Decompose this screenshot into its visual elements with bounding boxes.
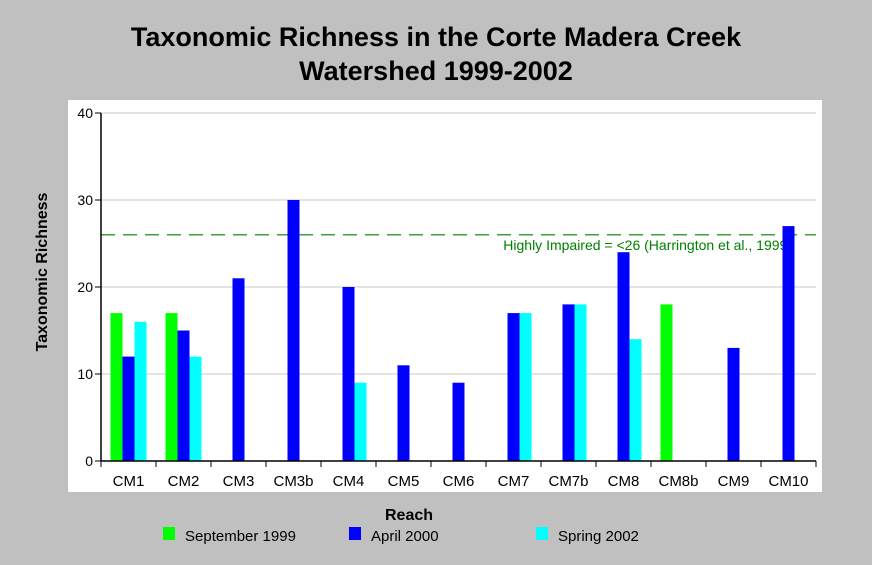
bar [519, 313, 532, 461]
bar [562, 304, 575, 461]
y-tick-label: 0 [85, 453, 93, 469]
x-tick-label: CM3b [273, 473, 313, 490]
bar [110, 313, 123, 461]
bar [165, 313, 178, 461]
legend-swatch [536, 527, 548, 540]
bar [189, 356, 202, 461]
bar [287, 200, 300, 461]
x-tick-label: CM8b [658, 473, 698, 490]
bars [110, 200, 795, 461]
x-tick-label: CM9 [718, 473, 750, 490]
bar [122, 356, 135, 461]
x-tick-label: CM7 [498, 473, 530, 490]
legend-swatch [163, 527, 175, 540]
bar [660, 304, 673, 461]
reference-line-group: Highly Impaired = <26 (Harrington et al.… [101, 234, 816, 253]
legend: September 1999 April 2000 Spring 2002 [163, 527, 639, 545]
x-tick-label: CM6 [443, 473, 475, 490]
chart-title-line-1: Taxonomic Richness in the Corte Madera C… [130, 22, 742, 52]
bar [617, 252, 630, 461]
bar [397, 365, 410, 461]
y-axis-label: Taxonomic Richness [34, 192, 51, 351]
bar [629, 339, 642, 461]
bar [782, 226, 795, 461]
bar [452, 382, 465, 461]
bar [727, 347, 740, 461]
bar [342, 287, 355, 461]
x-tick-label: CM2 [168, 473, 200, 490]
legend-label: April 2000 [371, 528, 439, 545]
axes: 0 10 20 30 40 CM1 CM2 CM3 CM3b CM4 CM5 CM6 CM7 CM7b CM… [77, 105, 817, 490]
bar [574, 304, 587, 461]
legend-label: September 1999 [185, 528, 296, 545]
x-tick-label: CM10 [768, 473, 808, 490]
reference-line-label: Highly Impaired = <26 (Harrington et al.… [503, 237, 792, 253]
legend-label: Spring 2002 [558, 528, 639, 545]
y-tick-label: 10 [77, 366, 93, 382]
x-tick-label: CM3 [223, 473, 255, 490]
bar [354, 382, 367, 461]
x-tick-label: CM1 [113, 473, 145, 490]
x-axis-label: Reach [385, 507, 433, 524]
y-tick-label: 40 [77, 105, 93, 121]
x-tick-label: CM8 [608, 473, 640, 490]
chart-title-line-2: Watershed 1999-2002 [299, 56, 573, 86]
legend-swatch [349, 527, 361, 540]
x-tick-label: CM4 [333, 473, 365, 490]
x-tick-label: CM5 [388, 473, 420, 490]
bar [134, 321, 147, 461]
x-tick-label: CM7b [548, 473, 588, 490]
bar [507, 313, 520, 461]
bar [232, 278, 245, 461]
y-tick-label: 30 [77, 192, 93, 208]
y-tick-label: 20 [77, 279, 93, 295]
bar [177, 330, 190, 461]
gridlines [101, 112, 816, 375]
